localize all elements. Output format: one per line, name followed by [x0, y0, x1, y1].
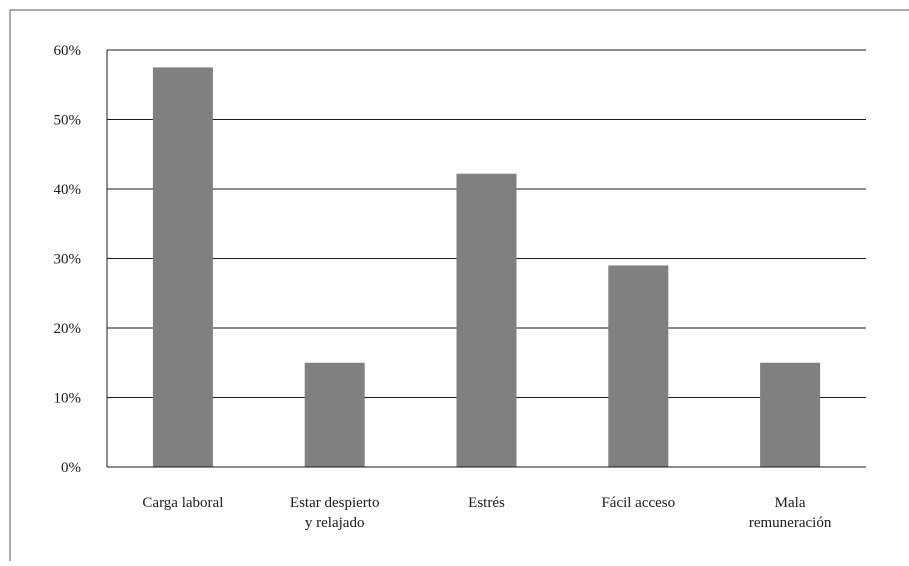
x-tick-label: Mala — [775, 495, 806, 511]
x-tick-label: remuneración — [749, 515, 832, 531]
bar — [304, 362, 365, 467]
bar — [456, 173, 517, 467]
y-tick-labels: 0% 10% 20% 30% 40% 50% 60% — [54, 43, 82, 476]
bar — [760, 362, 821, 467]
x-tick-label: Carga laboral — [142, 495, 223, 511]
x-tick-label: y relajado — [305, 515, 365, 531]
x-tick-label: Estar despierto — [290, 495, 380, 511]
y-tick-label: 10% — [54, 391, 82, 407]
y-tick-label: 30% — [54, 252, 82, 268]
bar — [608, 265, 669, 467]
y-tick-label: 20% — [54, 321, 82, 337]
x-tick-labels: Carga laboral Estar despierto y relajado Es… — [142, 495, 831, 531]
bars — [152, 67, 821, 467]
axes — [106, 50, 866, 468]
x-tick-label: Fácil acceso — [601, 495, 675, 511]
y-tick-label: 50% — [54, 113, 82, 129]
y-tick-label: 60% — [54, 43, 82, 59]
y-tick-label: 40% — [54, 182, 82, 198]
y-tick-label: 0% — [61, 460, 81, 476]
x-tick-label: Estrés — [468, 495, 505, 511]
bar — [152, 67, 213, 467]
